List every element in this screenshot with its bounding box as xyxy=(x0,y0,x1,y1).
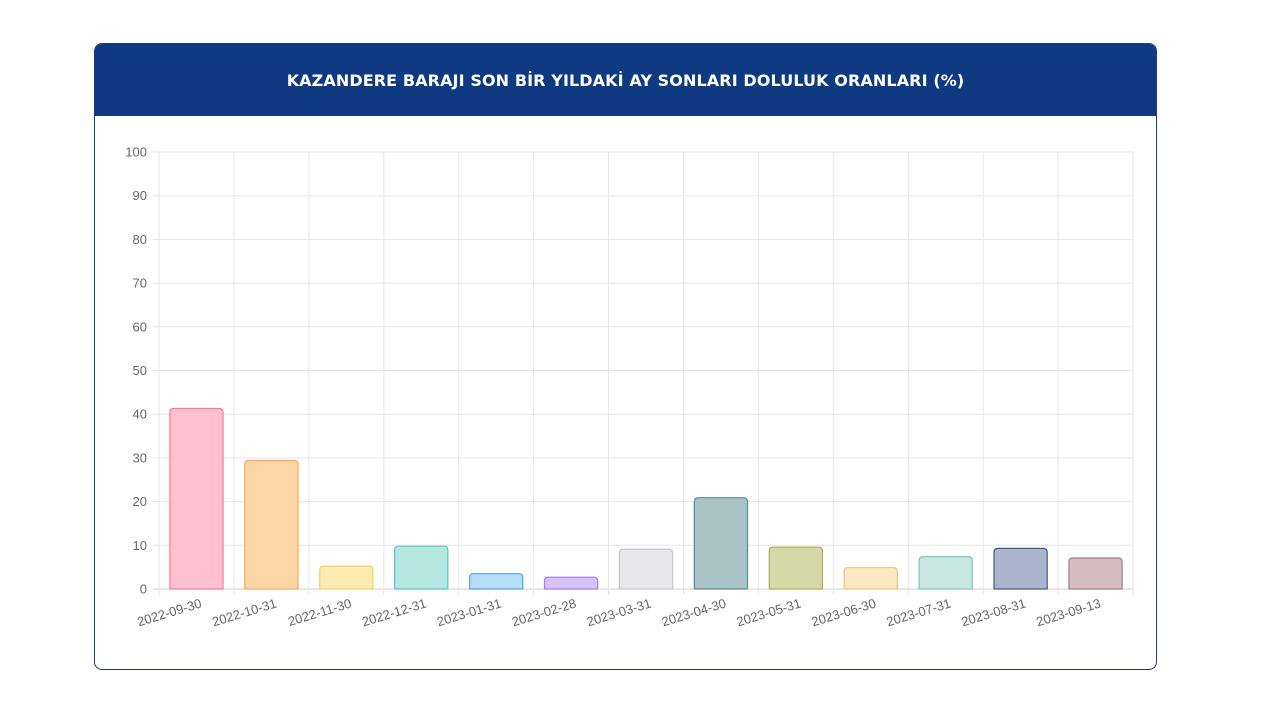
y-tick-label: 90 xyxy=(133,188,147,203)
y-tick-label: 40 xyxy=(133,407,147,422)
x-tick-label: 2022-09-30 xyxy=(135,596,203,630)
chart-title: KAZANDERE BARAJI SON BİR YILDAKİ AY SONL… xyxy=(286,70,965,90)
x-tick-label: 2022-11-30 xyxy=(286,596,353,630)
bar xyxy=(1068,557,1123,590)
x-tick-label: 2023-09-13 xyxy=(1034,596,1102,630)
y-tick-label: 10 xyxy=(133,538,147,553)
x-tick-label: 2023-08-31 xyxy=(960,596,1028,630)
chart-header: KAZANDERE BARAJI SON BİR YILDAKİ AY SONL… xyxy=(95,44,1156,116)
x-tick-label: 2023-06-30 xyxy=(810,596,878,630)
y-tick-label: 20 xyxy=(133,494,147,509)
x-tick-label: 2023-07-31 xyxy=(885,596,953,630)
bar-chart: 0 10 20 30 40 50 60 70 80 90 100 2022-09-30 2022-10-… xyxy=(125,145,1134,630)
bar xyxy=(993,547,1048,590)
y-tick-label: 70 xyxy=(133,276,147,291)
bar xyxy=(244,459,299,590)
y-tick-label: 80 xyxy=(133,232,147,247)
bar xyxy=(843,566,898,590)
x-tick-label: 2023-02-28 xyxy=(510,596,578,630)
y-tick-label: 50 xyxy=(133,363,147,378)
x-tick-label: 2023-04-30 xyxy=(660,596,728,630)
bar xyxy=(618,548,674,590)
x-tick-label: 2022-12-31 xyxy=(360,596,428,630)
bar xyxy=(319,565,374,590)
bar xyxy=(394,545,449,590)
x-tick-label: 2023-03-31 xyxy=(585,596,653,630)
bar xyxy=(169,407,224,590)
bar xyxy=(543,576,599,590)
y-tick-label: 100 xyxy=(125,145,147,160)
bar xyxy=(468,573,524,590)
y-tick-label: 0 xyxy=(140,582,147,597)
chart-card: KAZANDERE BARAJI SON BİR YILDAKİ AY SONL… xyxy=(94,43,1157,670)
x-tick-label: 2023-01-31 xyxy=(435,596,503,630)
bar xyxy=(693,497,749,590)
y-tick-label: 30 xyxy=(133,450,147,465)
y-tick-label: 60 xyxy=(133,319,147,334)
bar xyxy=(918,556,973,590)
bar xyxy=(768,546,824,590)
x-tick-label: 2022-10-31 xyxy=(210,596,278,630)
x-tick-label: 2023-05-31 xyxy=(735,596,803,630)
